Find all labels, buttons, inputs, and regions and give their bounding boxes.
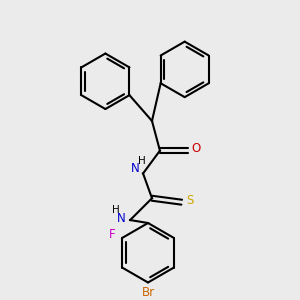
Text: N: N (131, 162, 140, 175)
Text: H: H (138, 156, 146, 166)
Text: O: O (191, 142, 200, 155)
Text: Br: Br (142, 286, 154, 299)
Text: N: N (117, 212, 126, 225)
Text: F: F (109, 228, 116, 242)
Text: S: S (186, 194, 193, 207)
Text: H: H (112, 205, 120, 215)
